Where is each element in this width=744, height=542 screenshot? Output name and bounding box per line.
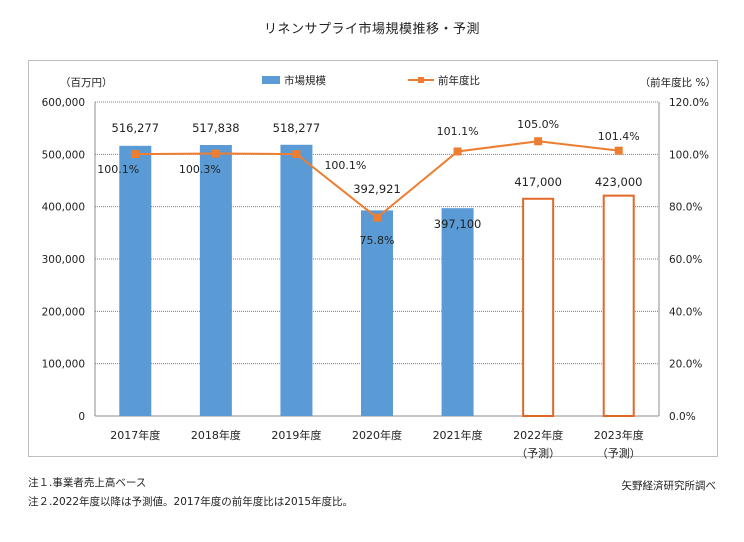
bar-value-label: 423,000 xyxy=(595,175,643,189)
chart-title: リネンサプライ市場規模推移・予測 xyxy=(263,22,480,37)
source-credit: 矢野経済研究所調べ xyxy=(621,480,717,492)
right-tick-label: 80.0% xyxy=(669,202,702,214)
right-tick-label: 120.0% xyxy=(669,97,709,109)
right-axis-ticks: 0.0% 20.0% 40.0% 60.0% 80.0% 100.0% 120.0% xyxy=(669,97,709,423)
forecast-bar xyxy=(522,197,555,417)
bar xyxy=(441,208,474,416)
x-axis-labels: 2017年度 2018年度 2019年度 2020年度 2021年度 2022年度 （予測）… xyxy=(110,428,643,460)
x-tick-sublabel: （予測） xyxy=(597,446,641,460)
bar-series xyxy=(119,144,635,417)
x-tick-label: 2017年度 xyxy=(110,428,160,442)
right-tick-label: 60.0% xyxy=(669,254,702,266)
x-tick-label: 2020年度 xyxy=(352,428,402,442)
left-tick-label: 400,000 xyxy=(42,202,85,214)
bar xyxy=(199,144,232,416)
left-tick-label: 100,000 xyxy=(42,359,85,371)
x-tick-sublabel: （予測） xyxy=(516,446,560,460)
line-marker xyxy=(534,137,543,146)
bar xyxy=(119,145,152,416)
line-marker xyxy=(292,150,301,159)
left-tick-label: 200,000 xyxy=(42,306,85,318)
x-tick-label: 2023年度 xyxy=(594,428,644,442)
left-axis-ticks: 0 100,000 200,000 300,000 400,000 500,000 600,… xyxy=(42,97,85,423)
bar-value-label: 417,000 xyxy=(514,175,562,189)
line-marker xyxy=(614,146,623,155)
bar-value-label: 518,277 xyxy=(273,121,321,135)
right-tick-label: 0.0% xyxy=(669,411,696,423)
line-marker xyxy=(131,150,140,159)
bar xyxy=(280,144,313,416)
right-tick-label: 100.0% xyxy=(669,149,709,161)
x-tick-label: 2018年度 xyxy=(191,428,241,442)
line-marker xyxy=(373,213,381,222)
x-tick-label: 2022年度 xyxy=(513,428,563,442)
legend-bar-label: 市場規模 xyxy=(284,74,326,87)
chart-frame xyxy=(28,60,718,457)
legend-bar-swatch xyxy=(262,76,280,84)
bar-value-label: 397,100 xyxy=(434,217,482,231)
right-axis-unit: （前年度比 %） xyxy=(640,76,716,89)
line-value-label: 100.1% xyxy=(97,163,139,176)
bar xyxy=(361,210,393,416)
legend-line-marker xyxy=(418,77,424,83)
line-value-label: 105.0% xyxy=(517,118,559,131)
left-tick-label: 600,000 xyxy=(42,97,85,109)
left-tick-label: 500,000 xyxy=(42,149,85,161)
note-2: 注２.2022年度以降は予測値。2017年度の前年度比は2015年度比。 xyxy=(28,496,354,508)
right-tick-label: 40.0% xyxy=(669,306,702,318)
bar-value-label: 392,921 xyxy=(353,182,401,196)
bar-value-label: 516,277 xyxy=(112,121,160,135)
left-axis-unit: （百万円） xyxy=(60,77,113,89)
chart: （百万円） （前年度比 %） 市場規模 前年度比 0 100,000 200,000… xyxy=(42,74,716,460)
line-value-label: 101.1% xyxy=(437,125,479,138)
line-marker xyxy=(211,149,220,158)
line-value-labels: 100.1% 100.3% 100.1% 75.8% 101.1% 105.0% 101.4… xyxy=(97,118,639,247)
bar-value-label: 517,838 xyxy=(192,121,240,135)
bar-value-labels: 516,277 517,838 518,277 392,921 397,100 417,0… xyxy=(112,121,643,231)
legend: 市場規模 前年度比 xyxy=(262,74,480,87)
note-1: 注１.事業者売上高ベース xyxy=(28,477,147,489)
line-value-label: 101.4% xyxy=(598,130,640,143)
legend-line-label: 前年度比 xyxy=(438,74,480,87)
forecast-bar xyxy=(602,194,635,417)
x-tick-label: 2021年度 xyxy=(433,428,483,442)
line-marker xyxy=(453,147,462,156)
line-series xyxy=(131,137,623,222)
line-value-label: 75.8% xyxy=(360,234,395,247)
line-value-label: 100.1% xyxy=(324,159,366,172)
left-tick-label: 300,000 xyxy=(42,254,85,266)
right-tick-label: 20.0% xyxy=(669,359,702,371)
left-tick-label: 0 xyxy=(78,411,85,423)
line-value-label: 100.3% xyxy=(179,163,221,176)
x-tick-label: 2019年度 xyxy=(271,428,321,442)
